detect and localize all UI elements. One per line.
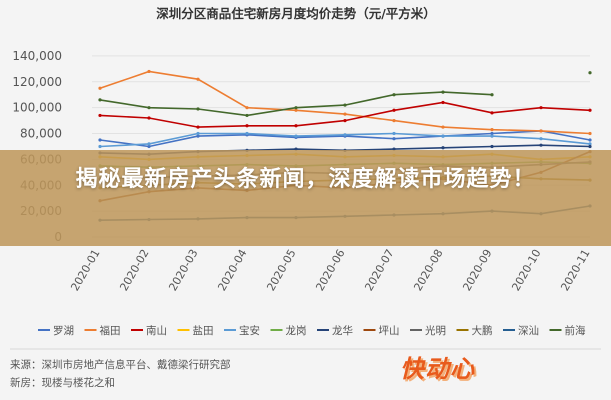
- data-point: [441, 134, 445, 138]
- x-tick-label: 2020-01: [68, 247, 102, 293]
- legend: 罗湖 福田 南山 盐田 宝安 龙岗 龙华 坪山 光明 大鹏 深汕 前海: [38, 324, 586, 337]
- data-point: [343, 112, 347, 116]
- data-point: [196, 125, 200, 129]
- data-point: [98, 113, 102, 118]
- x-tick-label: 2020-04: [215, 247, 249, 293]
- data-point: [245, 131, 249, 136]
- data-point: [588, 131, 592, 136]
- data-point: [588, 71, 592, 75]
- data-point: [441, 146, 445, 150]
- data-point: [441, 90, 445, 94]
- data-point: [539, 143, 543, 147]
- legend-label: 前海: [565, 324, 586, 337]
- legend-label: 坪山: [379, 324, 400, 337]
- data-point: [196, 77, 200, 81]
- data-point: [245, 106, 249, 110]
- x-tick-label: 2020-03: [166, 247, 200, 293]
- x-tick-label: 2020-11: [558, 247, 592, 293]
- legend-label: 宝安: [239, 324, 260, 337]
- data-point: [490, 93, 494, 97]
- data-point: [490, 131, 494, 136]
- data-point: [343, 133, 347, 137]
- data-point: [588, 142, 592, 146]
- data-point: [147, 106, 151, 110]
- legend-label: 大鹏: [472, 324, 493, 337]
- data-point: [98, 98, 102, 102]
- data-point: [490, 128, 494, 132]
- legend-label: 罗湖: [53, 325, 74, 337]
- data-point: [392, 93, 396, 97]
- data-point: [490, 134, 494, 138]
- data-point: [490, 111, 494, 115]
- data-point: [392, 137, 396, 141]
- y-tick-label: 80,000: [20, 127, 62, 141]
- data-point: [343, 119, 347, 123]
- legend-label: 龙华: [332, 324, 353, 337]
- y-tick-label: 140,000: [12, 49, 62, 63]
- data-point: [196, 107, 200, 111]
- data-point: [441, 125, 445, 129]
- data-point: [490, 144, 494, 149]
- data-point: [343, 103, 347, 107]
- data-point: [588, 144, 592, 149]
- data-point: [392, 147, 396, 151]
- data-point: [245, 124, 249, 128]
- data-point: [539, 106, 543, 110]
- data-point: [294, 106, 298, 110]
- legend-label: 福田: [100, 324, 121, 337]
- legend-label: 南山: [146, 324, 167, 337]
- legend-label: 龙岗: [286, 324, 307, 337]
- data-point: [294, 124, 298, 128]
- data-point: [294, 108, 298, 112]
- data-point: [98, 144, 102, 149]
- headline: 揭秘最新房产头条新闻，深度解读市场趋势！: [75, 167, 536, 192]
- data-point: [539, 137, 543, 141]
- data-point: [539, 129, 543, 133]
- legend-label: 深汕: [518, 325, 539, 337]
- data-point: [147, 69, 151, 74]
- chart-title: 深圳分区商品住宅新房月度均价走势（元/平方米）: [156, 6, 436, 21]
- data-point: [294, 134, 298, 138]
- x-tick-label: 2020-02: [117, 247, 151, 293]
- y-tick-label: 100,000: [12, 101, 62, 115]
- headline-banner: [0, 150, 611, 246]
- data-point: [196, 134, 200, 138]
- data-point: [441, 100, 445, 105]
- data-point: [147, 142, 151, 146]
- source-line-2: 新房：现楼与楼花之和: [10, 376, 115, 389]
- data-point: [147, 144, 151, 149]
- x-tick-label: 2020-10: [509, 247, 543, 293]
- data-point: [392, 131, 396, 136]
- data-point: [98, 86, 102, 90]
- y-tick-label: 120,000: [12, 75, 62, 89]
- legend-label: 盐田: [193, 324, 214, 337]
- source-line-1: 来源：深圳市房地产信息平台、戴德梁行研究部: [10, 358, 231, 371]
- legend-label: 光明: [425, 324, 446, 337]
- data-point: [245, 113, 249, 118]
- x-tick-label: 2020-06: [313, 247, 347, 293]
- data-point: [294, 147, 298, 151]
- data-point: [392, 119, 396, 123]
- brand-logo: 快动心: [400, 355, 475, 383]
- x-tick-label: 2020-09: [460, 247, 494, 293]
- data-point: [588, 138, 592, 142]
- x-axis: 2020-01 2020-02 2020-03 2020-04 2020-05 2020-…: [68, 247, 592, 293]
- data-point: [196, 131, 200, 136]
- data-point: [98, 138, 102, 142]
- data-point: [392, 108, 396, 112]
- data-point: [147, 116, 151, 120]
- x-tick-label: 2020-05: [264, 247, 298, 293]
- series-line: [99, 70, 591, 135]
- x-tick-label: 2020-08: [411, 247, 445, 293]
- x-tick-label: 2020-07: [362, 247, 396, 293]
- data-point: [588, 108, 592, 112]
